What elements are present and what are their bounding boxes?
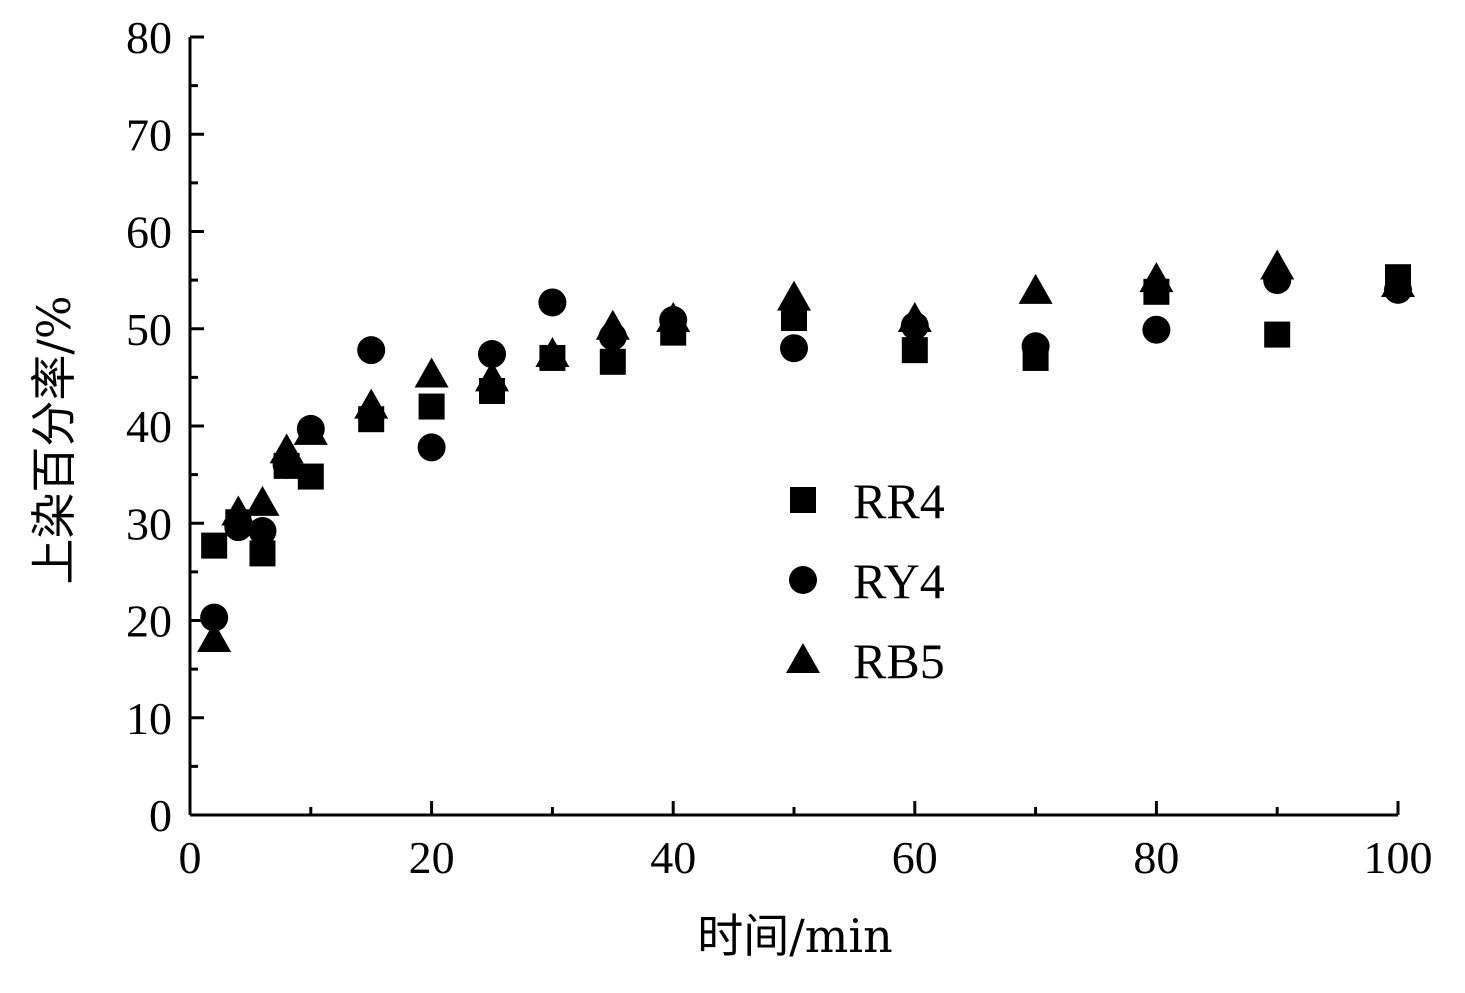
x-tick-label: 0 [179, 832, 202, 883]
data-point-rr4 [418, 393, 445, 420]
data-point-rb5 [595, 309, 630, 340]
data-point-ry4 [248, 517, 277, 546]
legend-label-rb5: RB5 [853, 633, 945, 689]
y-axis-title: 上染百分率/% [27, 295, 81, 584]
data-point-ry4 [357, 336, 386, 365]
data-point-ry4 [538, 288, 567, 317]
data-point-rb5 [1018, 273, 1053, 304]
data-point-ry4 [200, 603, 229, 632]
y-tick-label: 30 [126, 498, 172, 549]
data-point-rr4 [297, 463, 324, 490]
data-point-rb5 [475, 361, 509, 392]
data-point-rb5 [354, 388, 389, 419]
data-point-rb5 [535, 337, 570, 368]
y-tick-label: 60 [126, 207, 172, 258]
series-rb5 [197, 249, 1415, 652]
data-point-rb5 [269, 433, 304, 464]
data-point-rb5 [897, 302, 932, 333]
legend-marker-rb5 [786, 643, 820, 673]
data-point-rb5 [1260, 249, 1295, 280]
legend-marker-ry4 [789, 566, 817, 594]
data-point-ry4 [780, 334, 808, 363]
legend: RR4 RY4 RB5 [786, 473, 945, 689]
data-point-rb5 [1381, 267, 1415, 298]
x-axis-title: 时间/min [697, 909, 892, 963]
data-point-rb5 [197, 621, 232, 652]
series-layer [197, 249, 1415, 652]
data-point-rr4 [201, 532, 228, 559]
data-point-rb5 [293, 414, 328, 445]
data-point-rb5 [245, 485, 280, 516]
legend-label-ry4: RY4 [853, 553, 945, 609]
y-tick-label: 10 [126, 693, 172, 744]
x-tick-label: 40 [650, 832, 696, 883]
data-point-ry4 [1021, 332, 1050, 361]
x-tick-label: 80 [1133, 832, 1179, 883]
data-point-rb5 [777, 280, 811, 311]
y-tick-label: 40 [126, 401, 172, 452]
x-ticks: 0 20 40 60 80 100 [179, 801, 1433, 883]
x-tick-label: 20 [409, 832, 455, 883]
y-tick-label: 20 [126, 596, 172, 647]
data-point-rr4 [1264, 321, 1291, 348]
legend-label-rr4: RR4 [853, 473, 945, 529]
data-point-rr4 [599, 348, 626, 375]
data-point-ry4 [417, 433, 446, 462]
data-point-ry4 [1142, 315, 1171, 344]
y-tick-label: 50 [126, 304, 172, 355]
y-tick-label: 0 [149, 790, 172, 841]
y-tick-label: 80 [126, 12, 172, 63]
data-point-rb5 [656, 302, 691, 333]
legend-marker-rr4 [790, 487, 816, 513]
data-point-rb5 [221, 495, 256, 526]
data-point-rr4 [901, 337, 928, 364]
data-point-rb5 [1139, 262, 1174, 293]
y-ticks: 0 10 20 30 40 50 60 70 80 [126, 12, 204, 841]
x-tick-label: 60 [892, 832, 938, 883]
data-point-ry4 [478, 340, 506, 369]
y-tick-label: 70 [126, 109, 172, 160]
x-tick-label: 100 [1364, 832, 1433, 883]
data-point-rb5 [414, 357, 449, 388]
